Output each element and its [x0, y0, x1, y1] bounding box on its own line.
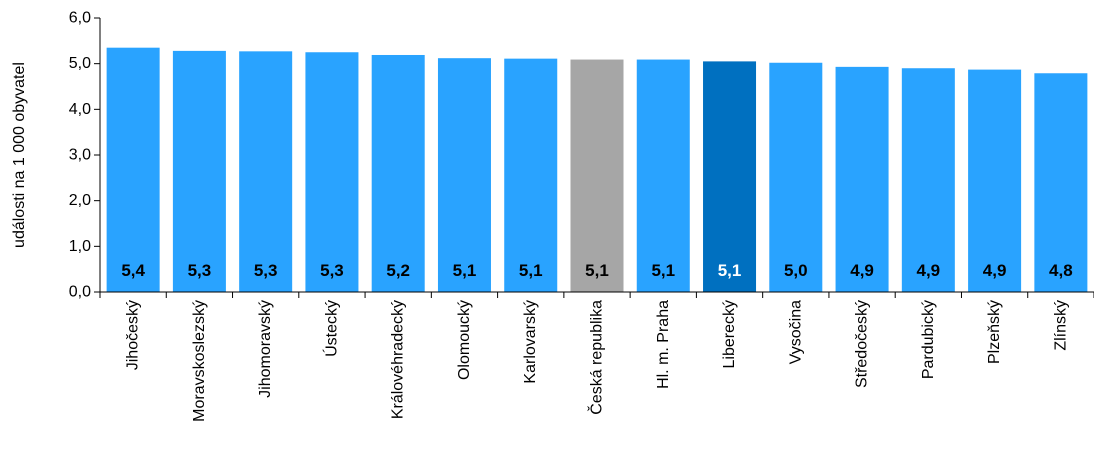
- bar: [769, 62, 823, 293]
- y-tick-label: 2,0: [69, 192, 91, 209]
- x-tick-label: Jihomoravský: [257, 300, 274, 398]
- bar-value-label: 5,1: [453, 261, 477, 280]
- bar: [239, 51, 293, 292]
- bar-value-label: 5,3: [320, 261, 344, 280]
- bar: [106, 47, 160, 292]
- bar: [1034, 73, 1088, 292]
- bar: [968, 69, 1022, 292]
- x-tick-label: Pardubický: [920, 300, 937, 379]
- x-tick-label: Moravskoslezský: [191, 300, 208, 422]
- axes-group: [94, 17, 1094, 298]
- x-tick-label: Ústecký: [321, 300, 340, 357]
- x-tick-label: Jihočeský: [125, 300, 142, 370]
- bar-value-label: 4,9: [917, 261, 941, 280]
- x-tick-label: Karlovarský: [522, 300, 539, 384]
- x-tick-label: Česká republika: [587, 300, 606, 415]
- y-tick-label: 0,0: [69, 284, 91, 301]
- bar: [703, 61, 757, 293]
- bar: [371, 54, 425, 292]
- bar: [835, 66, 889, 292]
- bar: [636, 59, 690, 292]
- x-tick-label: Středočeský: [854, 300, 871, 388]
- bar: [437, 58, 491, 292]
- x-tick-label: Zlínský: [1052, 300, 1069, 351]
- bar: [504, 58, 558, 292]
- x-tick-label: Olomoucký: [456, 300, 473, 380]
- bar-value-label: 5,1: [519, 261, 543, 280]
- y-tick-label: 1,0: [69, 238, 91, 255]
- x-tick-label: Královéhradecký: [390, 300, 407, 419]
- y-tick-label: 5,0: [69, 55, 91, 72]
- y-tick-label: 6,0: [69, 10, 91, 27]
- bar: [172, 50, 226, 292]
- y-axis-title-group: události na 1 000 obyvatel: [11, 62, 28, 248]
- bar-value-label: 4,9: [983, 261, 1007, 280]
- x-tick-label: Hl. m. Praha: [655, 300, 672, 389]
- x-tick-label: Plzeňský: [986, 300, 1003, 364]
- x-tick-label: Liberecký: [721, 300, 738, 368]
- bar-value-label: 5,3: [254, 261, 278, 280]
- bar: [901, 68, 955, 292]
- bar-value-label: 5,4: [121, 261, 145, 280]
- bar-value-label: 5,1: [718, 261, 742, 280]
- bar-value-label: 4,8: [1049, 261, 1073, 280]
- bar-value-label: 5,3: [188, 261, 212, 280]
- bar-value-label: 5,0: [784, 261, 808, 280]
- bar: [570, 59, 624, 292]
- y-tick-label: 4,0: [69, 101, 91, 118]
- bar-value-label: 4,9: [850, 261, 874, 280]
- y-tick-label: 3,0: [69, 147, 91, 164]
- bar-value-label: 5,1: [651, 261, 675, 280]
- x-tick-label: Vysočina: [787, 300, 804, 364]
- bar: [305, 52, 359, 292]
- bar-value-label: 5,2: [386, 261, 410, 280]
- labels-group: 5,4 Jihočeský 5,3 Moravskoslezský 5,3 Jihomor…: [69, 10, 1073, 422]
- bar-value-label: 5,1: [585, 261, 609, 280]
- bars-group: [106, 47, 1088, 293]
- y-axis-title: události na 1 000 obyvatel: [11, 62, 28, 248]
